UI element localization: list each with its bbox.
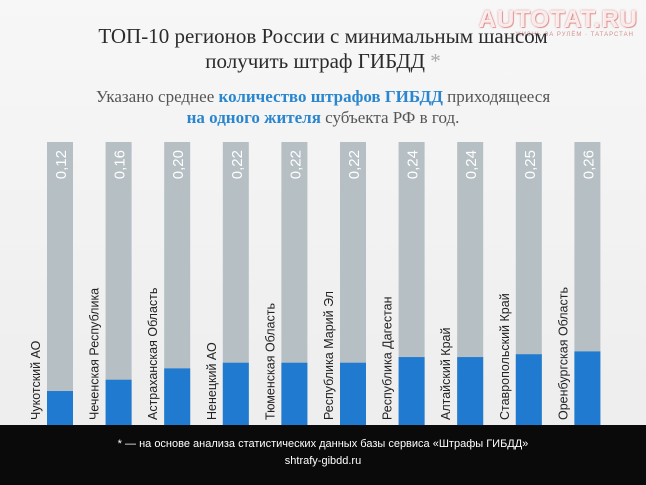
bar xyxy=(164,368,191,425)
bar xyxy=(105,379,132,425)
title-line-2: получить штраф ГИБДД * xyxy=(0,49,646,74)
value-label: 0,12 xyxy=(53,150,70,179)
bar xyxy=(281,362,308,425)
value-label: 0,24 xyxy=(405,150,422,179)
source-url: shtrafy-gibdd.ru xyxy=(284,455,362,467)
category-label: Ненецкий АО xyxy=(205,342,219,420)
value-label: 0,20 xyxy=(170,150,187,179)
chart-title: ТОП-10 регионов России с минимальным шан… xyxy=(0,24,646,74)
category-label: Алтайский Край xyxy=(439,328,453,420)
bar xyxy=(222,362,249,425)
logo-text: AUTOTAT.RU xyxy=(478,6,638,33)
bar xyxy=(515,354,542,425)
category-label: Республика Дагестан xyxy=(381,296,395,420)
category-label: Республика Марий Эл xyxy=(322,291,336,420)
bar-track xyxy=(47,142,73,425)
value-label: 0,22 xyxy=(346,150,363,179)
footnote: * — на основе анализа статистических дан… xyxy=(117,438,529,450)
bar xyxy=(574,351,601,425)
subtitle-text-2: приходящееся xyxy=(442,87,551,106)
footer: * — на основе анализа статистических дан… xyxy=(0,425,646,485)
subtitle-line-1: Указано среднее количество штрафов ГИБДД… xyxy=(0,86,646,107)
category-label: Оренбургская Область xyxy=(556,287,570,420)
bar xyxy=(398,357,425,425)
autotat-logo: AUTOTAT.RU ЖИЗНЬ ЗА РУЛЁМ · ТАТАРСТАН xyxy=(479,6,638,38)
value-label: 0,22 xyxy=(287,150,304,179)
value-label: 0,24 xyxy=(463,150,480,179)
title-line-1: ТОП-10 регионов России с минимальным шан… xyxy=(98,24,548,48)
subtitle-highlight-1: количество штрафов ГИБДД xyxy=(218,87,443,106)
value-label: 0,26 xyxy=(580,150,597,179)
value-label: 0,25 xyxy=(522,150,539,179)
bar-track xyxy=(105,142,132,425)
category-label: Астраханская Область xyxy=(146,288,160,420)
subtitle-line-2: на одного жителя субъекта РФ в год. xyxy=(0,107,646,128)
subtitle-text-1: Указано среднее xyxy=(95,87,219,106)
title-line-2-text: получить штраф ГИБДД xyxy=(205,49,425,73)
category-label: Чукотский АО xyxy=(29,340,43,420)
subtitle-highlight-2: на одного жителя xyxy=(186,108,321,127)
logo-subtext: ЖИЗНЬ ЗА РУЛЁМ · ТАТАРСТАН xyxy=(515,32,634,38)
value-label: 0,22 xyxy=(229,150,246,179)
title-footnote-star: * xyxy=(430,49,441,73)
category-label: Чеченская Республика xyxy=(88,288,102,420)
category-label: Ставропольский Край xyxy=(498,293,512,420)
bar xyxy=(340,362,366,425)
subtitle-text-3: субъекта РФ в год. xyxy=(320,108,460,127)
bar xyxy=(457,357,484,425)
bar xyxy=(47,391,73,425)
category-label: Тюменская Область xyxy=(263,303,277,420)
value-label: 0,16 xyxy=(112,150,129,179)
chart-subtitle: Указано среднее количество штрафов ГИБДД… xyxy=(0,86,646,128)
